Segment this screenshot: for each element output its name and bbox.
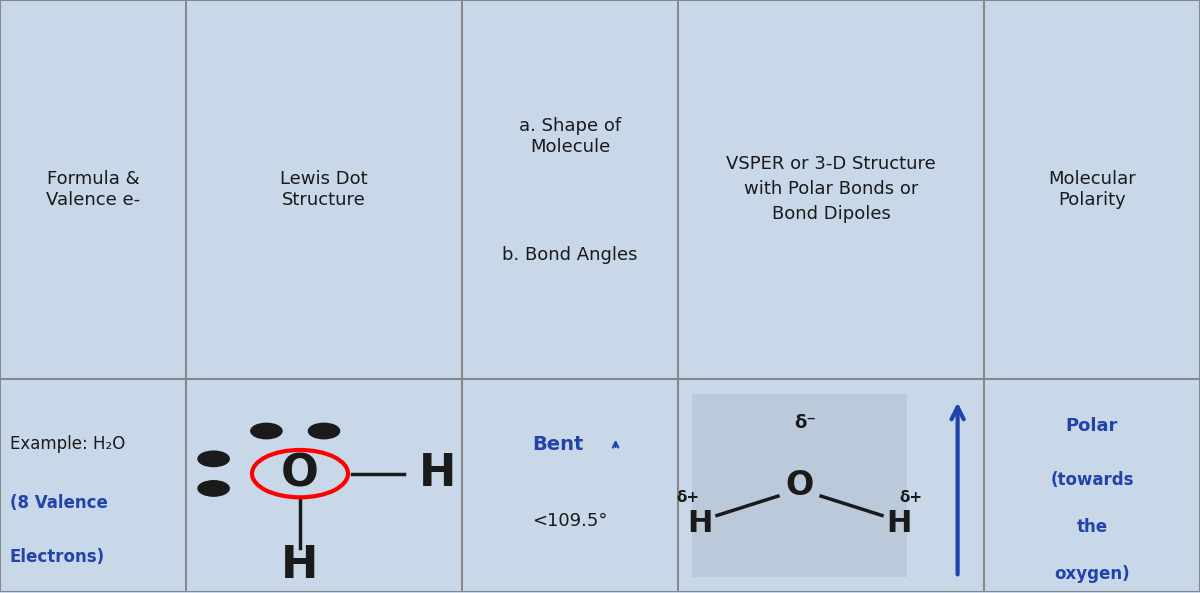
Text: O: O [281, 452, 319, 495]
Text: H: H [281, 544, 319, 587]
Text: δ+: δ+ [899, 490, 923, 505]
Text: H: H [688, 509, 713, 538]
Text: H: H [886, 509, 912, 538]
Text: O: O [785, 469, 814, 502]
Text: oxygen): oxygen) [1054, 565, 1130, 584]
Text: Bent: Bent [533, 435, 583, 454]
Circle shape [198, 451, 229, 467]
Text: Example: H₂O: Example: H₂O [10, 435, 125, 453]
Text: δ+: δ+ [677, 490, 700, 505]
Text: Electrons): Electrons) [10, 547, 104, 566]
Text: Molecular
Polarity: Molecular Polarity [1048, 170, 1136, 209]
Text: b. Bond Angles: b. Bond Angles [503, 246, 637, 263]
Text: Lewis Dot
Structure: Lewis Dot Structure [280, 170, 368, 209]
Text: δ⁻: δ⁻ [794, 415, 816, 432]
Circle shape [251, 423, 282, 439]
Bar [692, 394, 907, 577]
Text: <109.5°: <109.5° [533, 512, 607, 530]
Text: H: H [419, 452, 457, 495]
Circle shape [308, 423, 340, 439]
Text: a. Shape of
Molecule: a. Shape of Molecule [518, 117, 622, 155]
Text: Formula &
Valence e-: Formula & Valence e- [46, 170, 140, 209]
Text: Polar: Polar [1066, 417, 1118, 435]
Circle shape [198, 481, 229, 496]
Text: VSPER or 3-D Structure
with Polar Bonds or
Bond Dipoles: VSPER or 3-D Structure with Polar Bonds … [726, 155, 936, 224]
Text: the: the [1076, 518, 1108, 536]
Text: (8 Valence: (8 Valence [10, 494, 108, 512]
Text: (towards: (towards [1050, 471, 1134, 489]
